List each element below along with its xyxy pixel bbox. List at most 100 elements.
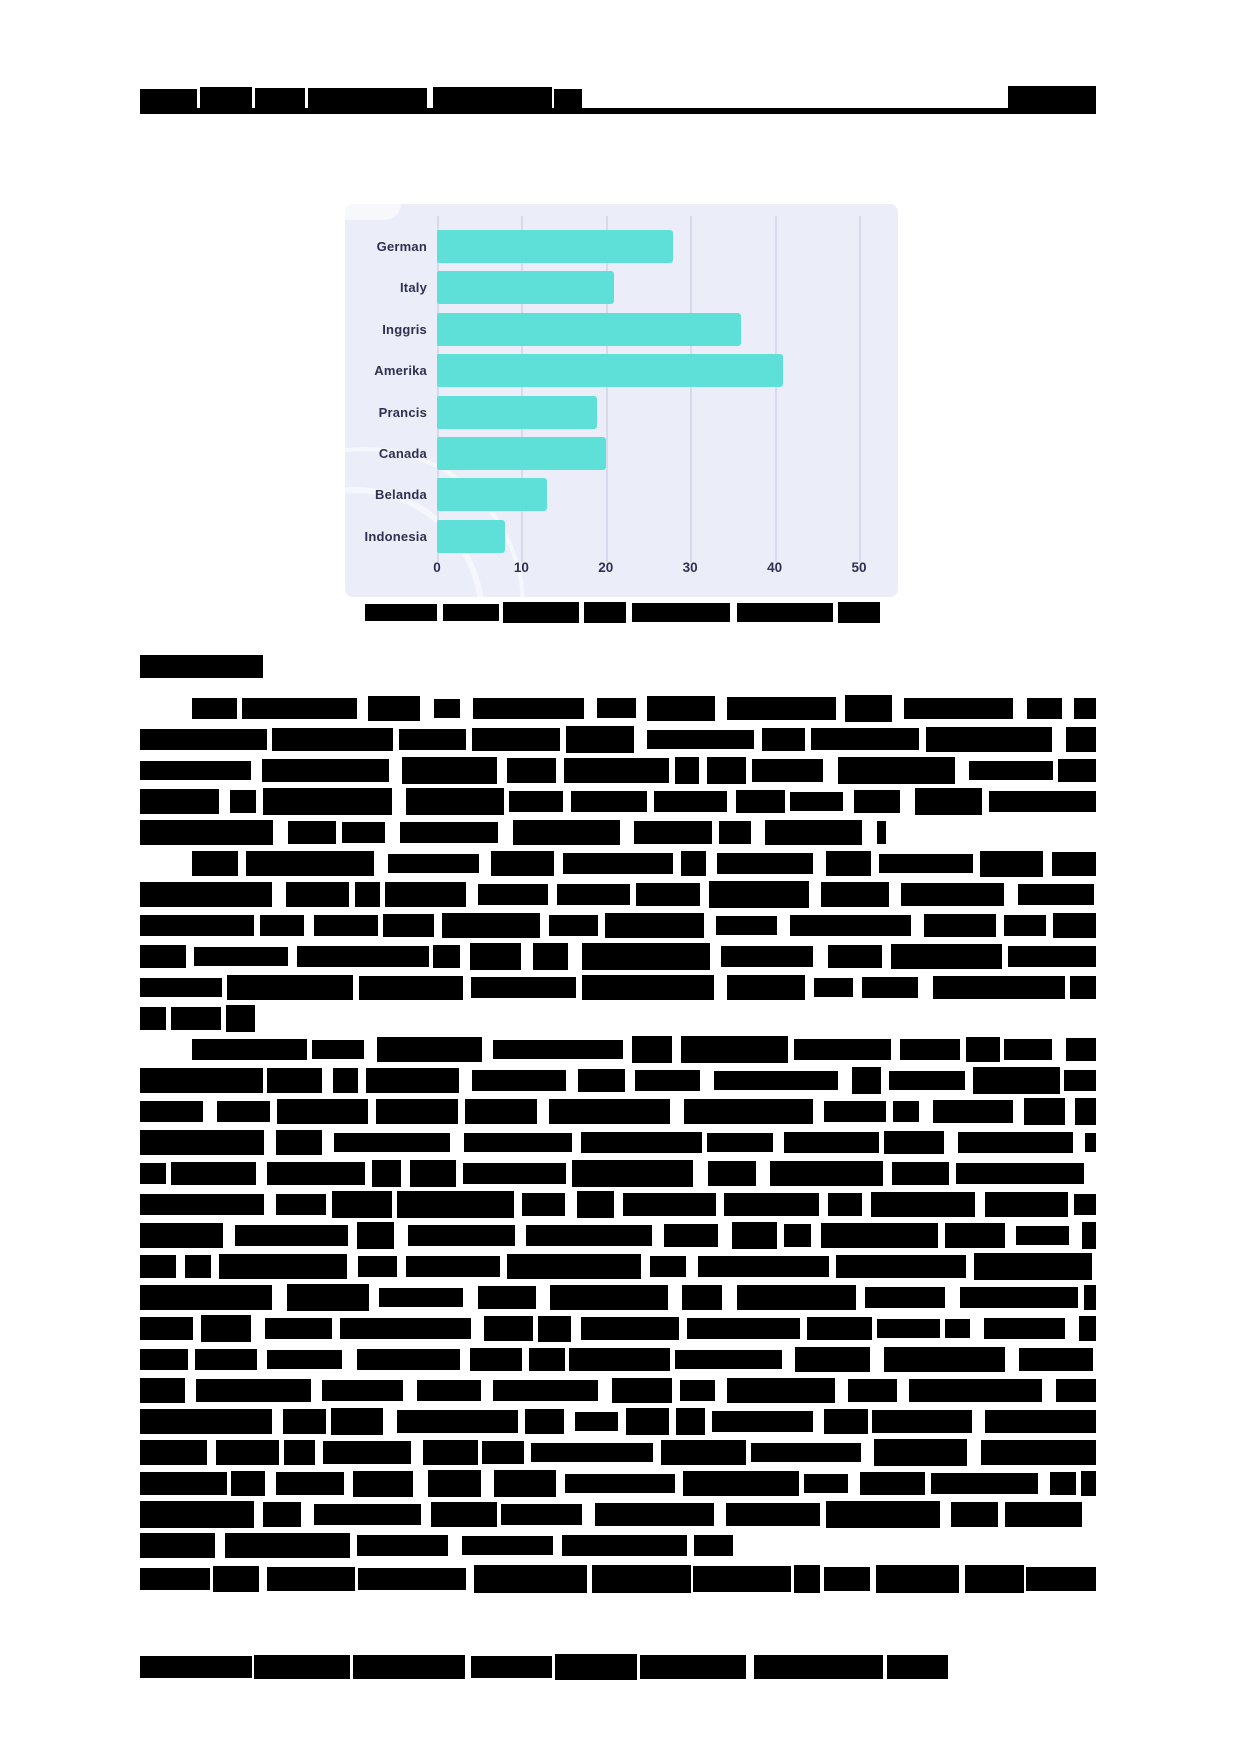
redacted-word bbox=[140, 1129, 264, 1156]
redacted-line bbox=[140, 1129, 1096, 1156]
redacted-line bbox=[140, 1470, 1096, 1497]
redacted-word bbox=[548, 915, 598, 936]
redacted-line bbox=[140, 788, 1096, 815]
redacted-word bbox=[554, 88, 582, 110]
redacted-word bbox=[140, 88, 198, 110]
redacted-word bbox=[140, 1567, 210, 1591]
redacted-word bbox=[286, 1284, 370, 1311]
redacted-word bbox=[140, 1101, 204, 1122]
redacted-word bbox=[501, 1503, 582, 1526]
redacted-word bbox=[234, 1225, 349, 1246]
redacted-word bbox=[794, 1564, 820, 1594]
redacted-word bbox=[784, 1132, 879, 1153]
redacted-word bbox=[140, 1409, 273, 1434]
redacted-word bbox=[693, 1534, 733, 1557]
redacted-word bbox=[873, 1439, 968, 1466]
redacted-word bbox=[140, 1007, 167, 1030]
redacted-word bbox=[227, 974, 353, 1001]
redacted-word bbox=[761, 728, 805, 751]
redacted-word bbox=[557, 884, 630, 905]
redacted-word bbox=[352, 1655, 465, 1679]
redacted-word bbox=[407, 1225, 515, 1246]
redacted-word bbox=[465, 1099, 537, 1124]
redacted-word bbox=[683, 1470, 800, 1497]
redacted-word bbox=[1080, 1470, 1096, 1497]
category-label: German bbox=[376, 239, 427, 254]
redacted-word bbox=[282, 1408, 326, 1435]
redacted-word bbox=[140, 1472, 227, 1495]
redacted-word bbox=[140, 915, 255, 936]
redacted-word bbox=[231, 1471, 265, 1496]
redacted-word bbox=[140, 882, 272, 907]
redacted-word bbox=[891, 944, 1002, 969]
redacted-word bbox=[864, 1287, 946, 1308]
redacted-word bbox=[401, 757, 498, 784]
redacted-word bbox=[709, 881, 809, 908]
grid-line bbox=[605, 216, 608, 562]
redacted-word bbox=[219, 1254, 347, 1280]
redacted-word bbox=[595, 1502, 715, 1527]
redacted-word bbox=[264, 1318, 332, 1339]
redacted-word bbox=[784, 1223, 812, 1248]
redacted-word bbox=[653, 790, 727, 813]
x-axis-tick-label: 0 bbox=[433, 560, 441, 575]
redacted-word bbox=[140, 728, 267, 751]
redacted-word bbox=[200, 1315, 252, 1342]
redacted-word bbox=[945, 1222, 1006, 1249]
redacted-word bbox=[827, 944, 883, 969]
redacted-word bbox=[972, 1067, 1060, 1094]
redacted-word bbox=[367, 696, 420, 721]
redacted-word bbox=[892, 1101, 919, 1122]
redacted-word bbox=[647, 729, 754, 750]
redacted-word bbox=[794, 1346, 871, 1373]
bar-amerika bbox=[437, 354, 784, 388]
redacted-line bbox=[140, 1532, 733, 1559]
grid-line bbox=[774, 216, 777, 562]
redacted-word bbox=[636, 882, 701, 907]
redacted-word bbox=[1079, 1316, 1096, 1341]
redacted-word bbox=[296, 945, 430, 968]
redacted-word bbox=[472, 727, 560, 752]
redacted-word bbox=[262, 788, 393, 815]
redacted-word bbox=[764, 819, 863, 846]
redacted-word bbox=[267, 1068, 323, 1093]
redacted-word bbox=[192, 1039, 308, 1060]
redacted-word bbox=[286, 881, 349, 908]
redacted-word bbox=[828, 1193, 863, 1216]
redacted-word bbox=[717, 852, 813, 875]
redacted-word bbox=[140, 977, 222, 998]
redacted-word bbox=[1051, 851, 1096, 876]
redacted-word bbox=[735, 789, 785, 814]
redacted-word bbox=[140, 1254, 176, 1279]
redacted-word bbox=[723, 1193, 819, 1216]
redacted-word bbox=[1066, 1038, 1096, 1061]
redacted-word bbox=[752, 758, 824, 783]
redacted-word bbox=[1017, 883, 1095, 906]
redacted-word bbox=[331, 1191, 392, 1218]
redacted-line bbox=[192, 1036, 1096, 1063]
redacted-word bbox=[576, 1191, 615, 1218]
redacted-word bbox=[473, 698, 585, 719]
redacted-word bbox=[357, 1255, 398, 1278]
redacted-word bbox=[376, 1099, 459, 1124]
redacted-word bbox=[399, 729, 466, 750]
redacted-word bbox=[1004, 1039, 1053, 1060]
redacted-word bbox=[1024, 1098, 1066, 1125]
redacted-word bbox=[195, 1349, 258, 1370]
redacted-word bbox=[564, 758, 669, 783]
redacted-word bbox=[933, 1100, 1013, 1123]
redacted-line bbox=[140, 819, 886, 846]
redacted-word bbox=[140, 1533, 215, 1558]
redacted-word bbox=[275, 1471, 344, 1496]
bar-german bbox=[437, 230, 674, 263]
redacted-word bbox=[482, 1440, 525, 1465]
redacted-word bbox=[631, 1036, 673, 1063]
redacted-word bbox=[1069, 975, 1096, 1000]
redacted-word bbox=[721, 945, 813, 968]
redacted-word bbox=[684, 1099, 813, 1124]
redacted-word bbox=[271, 728, 393, 751]
redacted-line bbox=[140, 1315, 1096, 1342]
category-label: Inggris bbox=[382, 321, 427, 337]
redacted-word bbox=[577, 1069, 625, 1092]
bar-canada bbox=[437, 437, 606, 470]
